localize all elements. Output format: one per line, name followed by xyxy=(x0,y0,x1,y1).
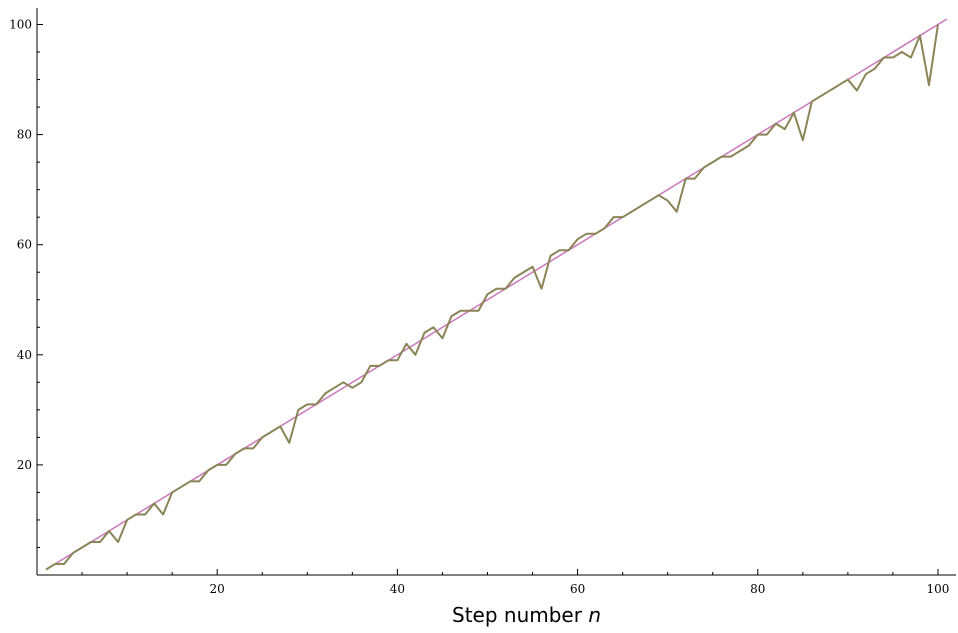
x-tick-label: 80 xyxy=(750,582,765,596)
series-line-2 xyxy=(45,24,939,571)
x-tick-label: 60 xyxy=(570,582,585,596)
x-tick-label: 20 xyxy=(210,582,225,596)
ticks: 20 40 60 80 100 20 40 60 80 100 xyxy=(9,18,949,596)
x-axis-title: Step number n xyxy=(452,603,601,627)
y-tick-label: 100 xyxy=(9,18,32,32)
y-tick-label: 60 xyxy=(17,238,32,252)
x-axis-title-variable: n xyxy=(588,603,601,627)
series-line-1 xyxy=(45,18,948,571)
y-tick-label: 20 xyxy=(17,458,32,472)
x-axis-title-text: Step number xyxy=(452,603,588,627)
y-tick-label: 40 xyxy=(17,348,32,362)
series-layer xyxy=(45,18,948,571)
x-tick-label: 100 xyxy=(927,582,950,596)
x-tick-label: 40 xyxy=(390,582,405,596)
y-tick-label: 80 xyxy=(17,128,32,142)
